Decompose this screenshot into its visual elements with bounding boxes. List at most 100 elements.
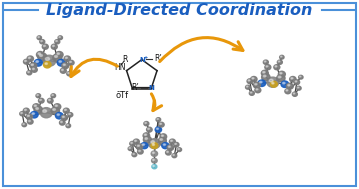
Ellipse shape [57, 114, 60, 115]
Ellipse shape [142, 144, 145, 146]
Ellipse shape [153, 159, 154, 160]
Ellipse shape [132, 153, 137, 157]
Ellipse shape [38, 37, 39, 38]
Ellipse shape [23, 124, 24, 125]
Ellipse shape [57, 59, 65, 66]
Ellipse shape [62, 63, 69, 69]
Text: HN: HN [114, 63, 125, 72]
Ellipse shape [31, 112, 38, 118]
Ellipse shape [43, 110, 47, 112]
Text: R: R [122, 55, 127, 64]
Ellipse shape [277, 75, 285, 82]
Ellipse shape [42, 44, 48, 49]
Ellipse shape [278, 61, 280, 62]
Text: +: + [144, 55, 148, 60]
Ellipse shape [169, 139, 175, 144]
Ellipse shape [285, 89, 291, 94]
Ellipse shape [275, 66, 277, 67]
Ellipse shape [39, 54, 42, 57]
Ellipse shape [26, 114, 32, 119]
Ellipse shape [141, 143, 148, 149]
Ellipse shape [43, 45, 46, 46]
Ellipse shape [162, 143, 169, 149]
Ellipse shape [27, 56, 33, 61]
Ellipse shape [261, 70, 268, 76]
Ellipse shape [267, 77, 279, 87]
Ellipse shape [60, 68, 66, 73]
Ellipse shape [151, 143, 158, 149]
Ellipse shape [24, 109, 27, 111]
Ellipse shape [135, 140, 136, 142]
Ellipse shape [264, 61, 266, 62]
Ellipse shape [171, 140, 173, 142]
Ellipse shape [40, 108, 52, 118]
Ellipse shape [145, 138, 148, 139]
Ellipse shape [151, 141, 155, 143]
Ellipse shape [48, 99, 50, 101]
Ellipse shape [280, 55, 284, 59]
Ellipse shape [151, 151, 158, 156]
Ellipse shape [33, 104, 40, 110]
Ellipse shape [31, 67, 37, 72]
Ellipse shape [29, 120, 31, 122]
Ellipse shape [146, 127, 152, 132]
Ellipse shape [40, 40, 45, 44]
Ellipse shape [281, 81, 289, 88]
Ellipse shape [130, 141, 135, 146]
Ellipse shape [63, 64, 65, 66]
Ellipse shape [160, 139, 163, 140]
Ellipse shape [262, 74, 270, 81]
Ellipse shape [61, 69, 64, 70]
Ellipse shape [148, 128, 149, 129]
Ellipse shape [162, 135, 163, 136]
Ellipse shape [21, 112, 22, 114]
Ellipse shape [266, 66, 268, 67]
Ellipse shape [36, 94, 41, 98]
Ellipse shape [129, 148, 130, 149]
Ellipse shape [155, 127, 162, 132]
Ellipse shape [269, 79, 273, 82]
Ellipse shape [131, 142, 132, 143]
Ellipse shape [65, 109, 66, 111]
Ellipse shape [59, 61, 61, 63]
Ellipse shape [52, 45, 55, 46]
Ellipse shape [292, 92, 297, 96]
Ellipse shape [32, 113, 34, 115]
Ellipse shape [67, 125, 68, 126]
Ellipse shape [286, 83, 293, 89]
Ellipse shape [160, 134, 167, 139]
Ellipse shape [56, 40, 57, 42]
Ellipse shape [43, 61, 51, 68]
Ellipse shape [41, 40, 42, 42]
Ellipse shape [278, 76, 281, 78]
Ellipse shape [56, 51, 63, 58]
Ellipse shape [280, 56, 282, 57]
Ellipse shape [62, 116, 64, 118]
Ellipse shape [173, 154, 174, 156]
Ellipse shape [256, 89, 258, 90]
Ellipse shape [22, 123, 27, 127]
Ellipse shape [36, 108, 38, 109]
Ellipse shape [298, 87, 299, 88]
Ellipse shape [28, 57, 31, 59]
Ellipse shape [297, 86, 301, 90]
Ellipse shape [263, 71, 265, 73]
Ellipse shape [250, 91, 254, 95]
Ellipse shape [255, 84, 257, 85]
Ellipse shape [250, 92, 252, 93]
Ellipse shape [278, 60, 282, 64]
Ellipse shape [139, 150, 140, 152]
Ellipse shape [37, 94, 38, 96]
Ellipse shape [39, 99, 41, 101]
Ellipse shape [20, 112, 25, 116]
Ellipse shape [45, 63, 47, 64]
Ellipse shape [145, 122, 146, 123]
Ellipse shape [55, 40, 60, 44]
Ellipse shape [134, 139, 139, 144]
Ellipse shape [255, 88, 261, 93]
Ellipse shape [69, 113, 70, 115]
Ellipse shape [272, 82, 274, 84]
Ellipse shape [247, 79, 253, 84]
Ellipse shape [38, 98, 44, 103]
Ellipse shape [153, 152, 154, 153]
